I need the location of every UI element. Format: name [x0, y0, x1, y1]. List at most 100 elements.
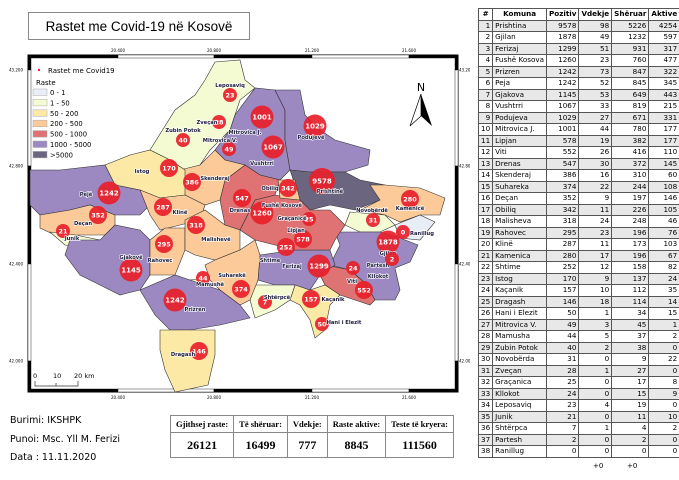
table-cell: 158	[611, 261, 650, 274]
table-cell: 10	[477, 123, 494, 136]
table-row: 27 Mitrovica V. 49 3 45 1	[477, 318, 679, 331]
table-cell: 3	[578, 318, 613, 331]
case-marker[interactable]: 170 Istog	[134, 159, 178, 177]
table-cell: 1260	[546, 54, 580, 67]
table-cell: 44	[546, 330, 580, 343]
table-cell: 12	[477, 146, 494, 159]
table-cell: 20	[477, 238, 494, 251]
table-cell: 1145	[546, 88, 580, 101]
table-cell: 24	[578, 215, 613, 228]
case-marker[interactable]: 295 Rahovec	[147, 235, 173, 265]
table-cell: Zveçan	[492, 364, 548, 377]
case-marker[interactable]: 157 Kaçanik	[302, 290, 346, 308]
case-marker[interactable]: 49 Mitrovica V.	[202, 137, 238, 156]
table-cell: 322	[648, 65, 679, 78]
case-marker[interactable]: 1242 Pejë	[79, 181, 121, 205]
municipality-label: Obiliq	[261, 186, 278, 192]
lat-tick: 43.200	[459, 68, 470, 73]
case-marker[interactable]: 1299 Ferizaj	[282, 254, 331, 278]
marker-value: 157	[304, 296, 318, 304]
table-cell: 73	[578, 65, 613, 78]
table-header: # Komuna Pozitiv Vdekje Shëruar Aktive	[477, 8, 679, 21]
case-marker[interactable]: 23 Leposaviq	[215, 82, 246, 102]
table-cell: 15	[611, 387, 650, 400]
table-cell: 6	[477, 77, 494, 90]
table-cell: 110	[648, 146, 679, 159]
municipality-label: Hani i Elezit	[327, 320, 362, 326]
marker-value: 31	[368, 217, 378, 225]
case-marker[interactable]: 374 Suharekë	[218, 272, 250, 298]
table-cell: 16	[477, 192, 494, 205]
table-cell: 9	[578, 192, 613, 205]
table-cell: 443	[648, 88, 679, 101]
table-cell: 112	[611, 284, 650, 297]
table-cell: 60	[648, 169, 679, 182]
table-cell: 173	[611, 238, 650, 251]
case-marker[interactable]: 1878Gjilan	[376, 230, 400, 258]
marker-value: 280	[403, 196, 417, 204]
case-marker[interactable]: 9578 Prishtinë	[309, 168, 344, 196]
table-cell: 0	[546, 445, 580, 458]
table-cell: 177	[648, 134, 679, 147]
table-cell: 1029	[546, 111, 580, 124]
case-marker[interactable]: 1001 Mitrovica J.	[228, 105, 274, 137]
table-row: 23 Istog 170 9 137 24	[477, 272, 679, 285]
table-cell: Kaçanik	[492, 284, 548, 297]
table-cell: Leposaviq	[492, 399, 548, 412]
table-cell: 17	[477, 203, 494, 216]
table-row: 25 Dragash 146 18 114 14	[477, 295, 679, 308]
case-marker[interactable]: 386 Skenderaj	[183, 173, 230, 191]
table-cell: 197	[611, 192, 650, 205]
table-row: 4 Fushë Kosova 1260 23 760 477	[477, 54, 679, 67]
case-marker[interactable]: 24 Partesh	[346, 261, 390, 275]
table-cell: 1	[648, 318, 679, 331]
north-arrow-icon: N	[409, 81, 432, 127]
table-cell: 9	[611, 353, 650, 366]
case-marker[interactable]: 1145 Gjakovë	[119, 254, 144, 282]
municipality-label: Kaçanik	[321, 297, 345, 303]
case-marker[interactable]: 50 Hani i Elezit	[315, 317, 363, 331]
legend-swatch	[32, 140, 48, 148]
marker-value: 9578	[312, 178, 332, 186]
table-row: 18 Malisheva 318 24 248 46	[477, 215, 679, 228]
table-cell: 30	[578, 157, 613, 170]
case-marker[interactable]: 578 Lipjan	[287, 227, 312, 248]
case-marker[interactable]: 31 Novobërdë	[355, 207, 389, 227]
case-marker[interactable]: 280 Kamenicë	[395, 190, 425, 213]
lat-tick: 42.400	[9, 262, 23, 267]
case-marker[interactable]: 252 Shtime	[259, 238, 295, 265]
legend-label: 500 - 1000	[50, 131, 87, 139]
case-marker[interactable]: 0 Ranillug	[396, 225, 435, 239]
table-cell: 49	[578, 31, 613, 44]
table-cell: 0	[578, 353, 613, 366]
table-cell: 8	[477, 100, 494, 113]
marker-value: 1029	[305, 123, 325, 131]
case-marker[interactable]: 547 Drenas	[229, 189, 251, 215]
case-marker[interactable]: 1067 Vushtrri	[250, 135, 285, 168]
table-cell: 145	[648, 157, 679, 170]
table-cell: Klinë	[492, 238, 548, 251]
table-cell: 14	[648, 295, 679, 308]
marker-value: 578	[296, 236, 310, 244]
table-cell: 114	[611, 295, 650, 308]
case-marker[interactable]: 2 Kllokot	[367, 252, 399, 281]
legend-swatch	[32, 151, 48, 159]
case-marker[interactable]: 40 Zubin Potok	[165, 127, 202, 147]
case-marker[interactable]: 318 Malishevë	[187, 216, 232, 244]
case-marker[interactable]: 1029 Podujevë	[297, 114, 327, 142]
table-cell: 103	[648, 238, 679, 251]
table-cell: 23	[546, 399, 580, 412]
table-cell: 1242	[546, 77, 580, 90]
